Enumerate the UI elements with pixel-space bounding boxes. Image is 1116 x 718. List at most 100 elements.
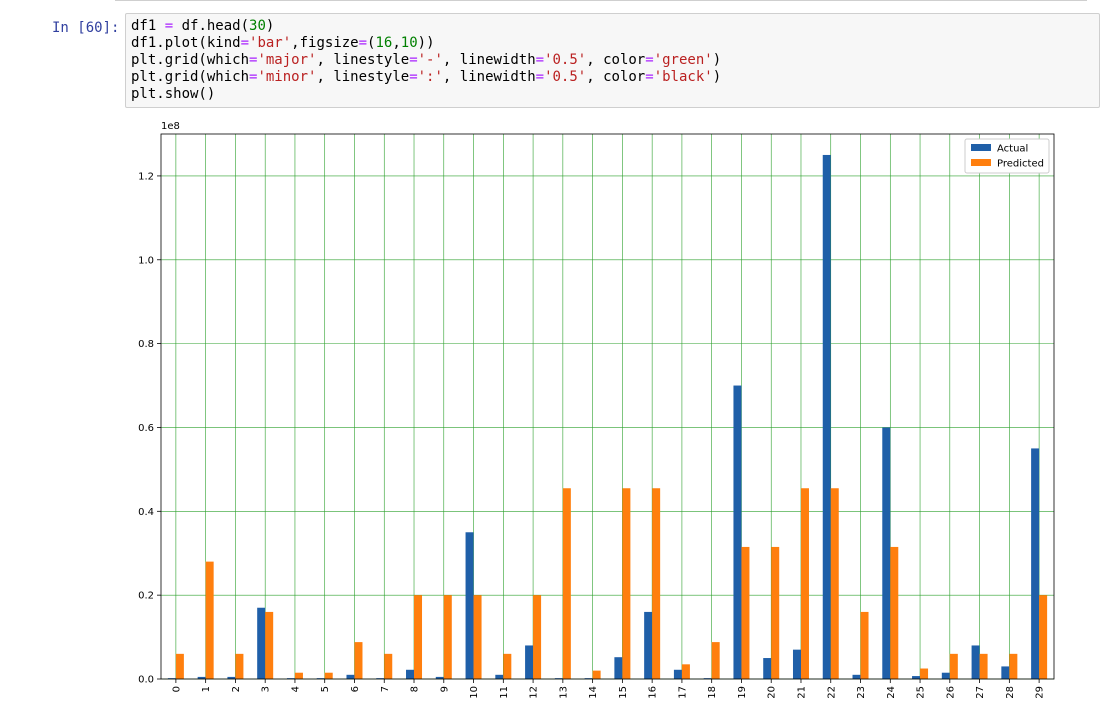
code-token: 'black'	[653, 69, 713, 85]
x-tick-label: 16	[648, 686, 659, 699]
x-tick-label: 0	[171, 686, 182, 692]
bar-predicted	[1009, 653, 1018, 679]
bar-actual	[703, 678, 712, 679]
x-tick-label: 26	[945, 686, 956, 699]
cell-top-rule	[115, 0, 1087, 1]
code-token: =	[249, 52, 258, 68]
bar-actual	[346, 674, 355, 679]
x-tick-label: 8	[410, 686, 421, 692]
x-tick-label: 20	[767, 686, 778, 699]
x-tick-label: 29	[1035, 686, 1046, 699]
code-token: =	[535, 69, 545, 85]
code-token: df1.plot(kind	[131, 35, 241, 51]
code-token: 10	[400, 35, 418, 51]
code-token: '-'	[417, 52, 443, 68]
bar-predicted	[860, 611, 869, 679]
x-tick-label: 22	[826, 686, 837, 699]
x-tick-label: 25	[916, 686, 927, 699]
code-token: ,figsize	[291, 35, 359, 51]
code-line: df1.plot(kind='bar',figsize=(16,10))	[131, 35, 1094, 52]
code-token: 30	[249, 18, 266, 34]
bar-actual	[525, 645, 534, 679]
bar-predicted	[562, 488, 571, 679]
bar-actual	[792, 649, 801, 679]
code-input-cell[interactable]: df1 = df.head(30) df1.plot(kind='bar',fig…	[125, 13, 1100, 108]
bar-predicted	[800, 488, 809, 679]
bar-actual	[882, 427, 891, 679]
x-tick-label: 4	[290, 686, 301, 692]
y-tick-label: 1.0	[138, 255, 154, 266]
code-token: =	[535, 52, 545, 68]
x-tick-label: 27	[975, 686, 986, 699]
x-tick-label: 7	[380, 686, 391, 692]
code-token: =	[240, 35, 250, 51]
bar-actual	[822, 154, 831, 679]
y-tick-label: 0.0	[138, 675, 154, 686]
output-area: 0.0 0.2 0.4 0.6 0.8 1.0 1.2 1e8 0 1 2 3 4 5 6 7 8 9 10 11 12…	[125, 115, 1105, 714]
code-token: , linewidth	[442, 52, 536, 68]
code-token: (	[367, 35, 376, 51]
code-token: plt.grid(which	[131, 69, 250, 85]
y-tick-label: 1.2	[138, 171, 154, 182]
legend-swatch	[971, 159, 991, 166]
bar-predicted	[443, 595, 452, 679]
code-token: =	[164, 18, 174, 34]
code-token: )	[712, 52, 722, 68]
code-token: , color	[586, 69, 646, 85]
bar-actual	[495, 674, 504, 679]
bar-predicted	[592, 670, 601, 679]
bar-actual	[1001, 666, 1010, 679]
code-token: ,	[392, 35, 401, 51]
bar-predicted	[533, 595, 542, 679]
bar-predicted	[205, 561, 214, 679]
bar-predicted	[324, 672, 333, 679]
bar-actual	[941, 672, 950, 679]
bar-predicted	[771, 546, 780, 679]
code-token: df.head(	[173, 18, 250, 34]
cell-prompt: In [60]:	[52, 20, 120, 36]
bar-predicted	[890, 546, 899, 679]
x-tick-label: 14	[588, 686, 599, 699]
bar-actual	[644, 611, 653, 679]
code-token: =	[645, 52, 654, 68]
code-token: , linestyle	[316, 52, 410, 68]
code-token: 'major'	[257, 52, 317, 68]
bar-actual	[435, 676, 444, 679]
x-tick-label: 19	[737, 686, 748, 699]
x-tick-label: 1	[201, 686, 212, 692]
y-tick-label: 0.6	[138, 423, 154, 434]
bar-actual	[1031, 448, 1040, 679]
code-token: 'green'	[653, 52, 713, 68]
bar-predicted	[175, 653, 184, 679]
bar-predicted	[414, 595, 423, 679]
bar-actual	[554, 678, 563, 679]
x-tick-label: 15	[618, 686, 629, 699]
y-tick-label: 0.4	[138, 507, 154, 518]
x-tick-label: 6	[350, 686, 361, 692]
bar-predicted	[652, 488, 661, 679]
bar-predicted	[622, 488, 631, 679]
code-line: df1 = df.head(30)	[131, 18, 1094, 35]
x-tick-label: 24	[886, 686, 897, 699]
bar-actual	[584, 678, 593, 679]
code-token: plt.show()	[131, 86, 216, 102]
bar-actual	[614, 657, 623, 679]
legend-swatch	[971, 144, 991, 151]
plot-area	[161, 134, 1054, 679]
x-tick-label: 5	[320, 686, 331, 692]
legend-label: Predicted	[997, 159, 1044, 170]
bar-actual	[197, 676, 206, 679]
bar-predicted	[503, 653, 512, 679]
x-tick-label: 21	[796, 686, 807, 699]
code-line: plt.grid(which='minor', linestyle=':', l…	[131, 69, 1094, 86]
bar-actual	[316, 678, 325, 679]
bar-actual	[167, 678, 176, 679]
x-tick-label: 18	[707, 686, 718, 699]
bar-actual	[852, 674, 861, 679]
x-tick-label: 28	[1005, 686, 1016, 699]
code-token: =	[645, 69, 654, 85]
x-tick-label: 11	[499, 686, 510, 699]
bar-actual	[763, 658, 772, 679]
bar-predicted	[949, 653, 958, 679]
